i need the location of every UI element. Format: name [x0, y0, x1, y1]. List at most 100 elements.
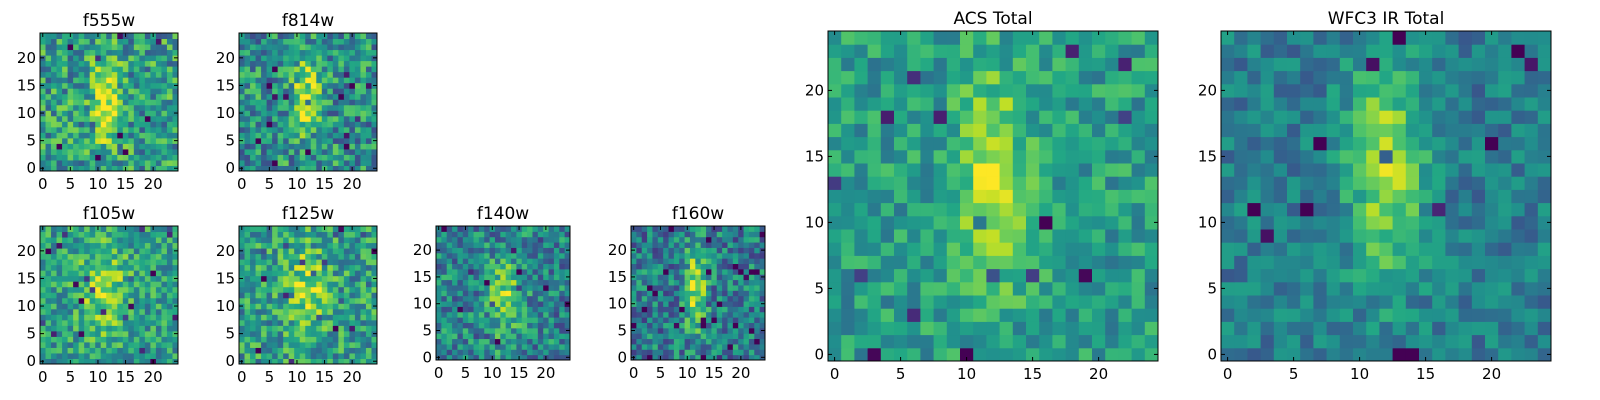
heatmap-cell: [45, 33, 52, 40]
heatmap-cell: [172, 77, 179, 84]
heatmap-cell: [559, 247, 566, 254]
heatmap-cell: [500, 290, 507, 297]
heatmap-cell: [78, 330, 85, 337]
heatmap-cell: [144, 126, 151, 133]
heatmap-cell: [150, 66, 157, 73]
heatmap-cell: [1511, 321, 1526, 336]
heatmap-cell: [636, 349, 643, 356]
heatmap-cell: [371, 308, 378, 315]
heatmap-cell: [45, 93, 52, 100]
heatmap-cell: [266, 71, 273, 78]
heatmap-cell: [1039, 70, 1053, 85]
heatmap-cell: [73, 242, 80, 249]
heatmap-cell: [261, 330, 268, 337]
heatmap-cell: [277, 66, 284, 73]
x-tick-label: 0: [38, 368, 48, 386]
heatmap-cell: [73, 314, 80, 321]
heatmap-cell: [327, 358, 334, 365]
heatmap-cell: [532, 279, 539, 286]
heatmap-cell: [294, 264, 301, 271]
heatmap-cell: [1366, 347, 1380, 362]
heatmap-cell: [338, 88, 345, 95]
heatmap-cell: [305, 281, 312, 288]
heatmap-cell: [1039, 295, 1053, 309]
heatmap-cell: [1471, 229, 1486, 243]
heatmap-cell: [277, 275, 284, 282]
heatmap-cell: [999, 123, 1014, 138]
heatmap-cell: [250, 275, 257, 282]
heatmap-cell: [553, 279, 560, 286]
heatmap-cell: [338, 286, 345, 293]
heatmap-cell: [473, 317, 480, 323]
heatmap-cell: [436, 290, 442, 297]
heatmap-cell: [1221, 321, 1235, 336]
heatmap-cell: [144, 60, 151, 67]
heatmap-cell: [78, 319, 85, 326]
heatmap-cell: [288, 49, 295, 56]
heatmap-cell: [441, 226, 448, 232]
heatmap-cell: [505, 349, 512, 356]
heatmap-cell: [532, 258, 539, 265]
heatmap-cell: [244, 154, 251, 161]
heatmap-cell: [255, 126, 262, 133]
heatmap-cell: [1313, 176, 1328, 190]
heatmap-cell: [150, 38, 157, 45]
heatmap-cell: [73, 297, 80, 304]
heatmap-cell: [689, 268, 696, 275]
heatmap-cell: [973, 295, 987, 309]
heatmap-cell: [933, 70, 948, 85]
heatmap-cell: [722, 354, 728, 361]
heatmap-cell: [272, 60, 279, 67]
heatmap-cell: [343, 44, 350, 51]
heatmap-cell: [695, 338, 702, 345]
heatmap-cell: [327, 60, 334, 67]
heatmap-cell: [973, 308, 987, 322]
heatmap-cell: [327, 82, 334, 89]
heatmap-cell: [446, 333, 453, 340]
heatmap-cell: [1105, 44, 1119, 58]
heatmap-cell: [56, 66, 63, 73]
heatmap-cell: [89, 297, 96, 304]
heatmap-cell: [277, 38, 284, 45]
heatmap-cell: [56, 33, 63, 40]
heatmap-cell: [261, 286, 268, 293]
heatmap-cell: [920, 149, 935, 164]
heatmap-cell: [255, 308, 262, 315]
heatmap-cell: [516, 242, 523, 248]
heatmap-cell: [139, 330, 146, 337]
heatmap-cell: [494, 354, 501, 361]
heatmap-cell: [84, 314, 91, 321]
heatmap-cell: [354, 297, 361, 304]
heatmap-cell: [250, 82, 257, 89]
heatmap-cell: [299, 154, 306, 161]
heatmap-cell: [155, 325, 162, 332]
heatmap-cell: [738, 274, 745, 281]
heatmap-cell: [338, 347, 345, 354]
heatmap-cell: [365, 281, 372, 288]
heatmap-cell: [332, 237, 339, 244]
heatmap-cell: [500, 268, 507, 275]
heatmap-cell: [711, 274, 718, 281]
heatmap-cell: [462, 322, 469, 329]
heatmap-cell: [272, 49, 279, 56]
heatmap-cell: [144, 275, 151, 282]
heatmap-cell: [288, 237, 295, 244]
heatmap-cell: [95, 55, 102, 62]
heatmap-cell: [122, 99, 129, 106]
heatmap-cell: [543, 301, 550, 307]
heatmap-cell: [327, 66, 334, 73]
heatmap-cell: [122, 126, 129, 133]
heatmap-cell: [1052, 268, 1067, 283]
heatmap-cell: [894, 31, 908, 45]
heatmap-cell: [327, 286, 334, 293]
heatmap-cell: [255, 55, 262, 62]
heatmap-cell: [100, 143, 107, 150]
heatmap-cell: [111, 347, 118, 354]
heatmap-cell: [500, 242, 507, 248]
heatmap-cell: [1445, 268, 1460, 283]
heatmap-cell: [166, 143, 173, 150]
heatmap-cell: [100, 358, 107, 365]
heatmap-cell: [1485, 229, 1499, 243]
heatmap-cell: [365, 270, 372, 277]
heatmap-cell: [907, 57, 921, 72]
